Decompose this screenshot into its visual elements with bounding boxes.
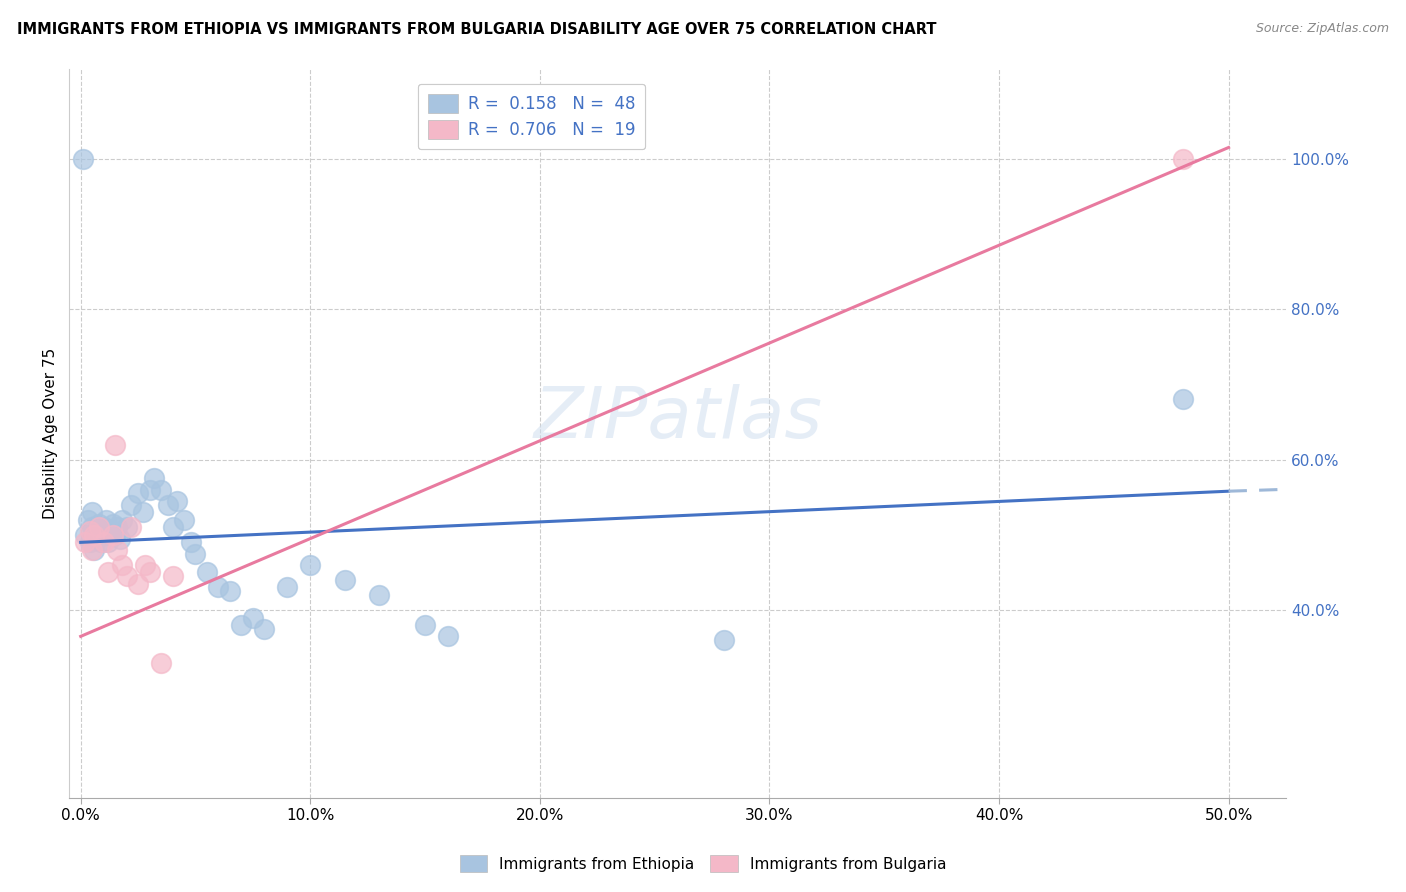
Point <box>108 532 131 546</box>
Point <box>162 569 184 583</box>
Point <box>253 622 276 636</box>
Point <box>93 528 115 542</box>
Point <box>156 498 179 512</box>
Point <box>127 576 149 591</box>
Point <box>94 513 117 527</box>
Point <box>231 618 253 632</box>
Point <box>79 524 101 538</box>
Point <box>143 471 166 485</box>
Point <box>150 656 173 670</box>
Point <box>713 633 735 648</box>
Point <box>1171 392 1194 407</box>
Point <box>82 542 104 557</box>
Point <box>97 566 120 580</box>
Point <box>242 610 264 624</box>
Legend: Immigrants from Ethiopia, Immigrants from Bulgaria: Immigrants from Ethiopia, Immigrants fro… <box>453 847 953 880</box>
Point <box>101 528 124 542</box>
Point <box>115 569 138 583</box>
Point <box>219 584 242 599</box>
Text: Source: ZipAtlas.com: Source: ZipAtlas.com <box>1256 22 1389 36</box>
Point <box>413 618 436 632</box>
Legend: R =  0.158   N =  48, R =  0.706   N =  19: R = 0.158 N = 48, R = 0.706 N = 19 <box>418 84 645 149</box>
Point <box>138 483 160 497</box>
Point <box>75 528 97 542</box>
Point <box>87 520 110 534</box>
Point <box>72 152 94 166</box>
Point <box>97 535 120 549</box>
Point <box>120 498 142 512</box>
Point <box>107 542 129 557</box>
Point <box>107 520 129 534</box>
Point <box>138 566 160 580</box>
Point <box>162 520 184 534</box>
Point <box>207 581 229 595</box>
Point <box>83 542 105 557</box>
Point <box>82 520 104 534</box>
Point <box>127 486 149 500</box>
Point <box>93 535 115 549</box>
Point <box>104 437 127 451</box>
Point <box>75 535 97 549</box>
Point <box>333 573 356 587</box>
Point <box>111 558 134 572</box>
Point <box>82 505 104 519</box>
Point <box>111 513 134 527</box>
Point <box>86 532 108 546</box>
Text: IMMIGRANTS FROM ETHIOPIA VS IMMIGRANTS FROM BULGARIA DISABILITY AGE OVER 75 CORR: IMMIGRANTS FROM ETHIOPIA VS IMMIGRANTS F… <box>17 22 936 37</box>
Point <box>83 528 105 542</box>
Point <box>120 520 142 534</box>
Y-axis label: Disability Age Over 75: Disability Age Over 75 <box>44 348 58 519</box>
Point <box>184 547 207 561</box>
Point <box>150 483 173 497</box>
Point <box>100 524 122 538</box>
Point <box>87 516 110 531</box>
Point <box>115 520 138 534</box>
Point <box>437 629 460 643</box>
Point <box>93 520 115 534</box>
Point <box>368 588 391 602</box>
Point <box>134 558 156 572</box>
Point <box>299 558 322 572</box>
Text: ZIPatlas: ZIPatlas <box>533 384 823 453</box>
Point <box>79 535 101 549</box>
Point <box>87 524 110 538</box>
Point <box>180 535 202 549</box>
Point <box>166 494 188 508</box>
Point <box>195 566 218 580</box>
Point <box>173 513 195 527</box>
Point <box>1171 152 1194 166</box>
Point <box>76 513 98 527</box>
Point <box>276 581 298 595</box>
Point <box>90 535 112 549</box>
Point <box>131 505 153 519</box>
Point <box>104 528 127 542</box>
Point <box>101 516 124 531</box>
